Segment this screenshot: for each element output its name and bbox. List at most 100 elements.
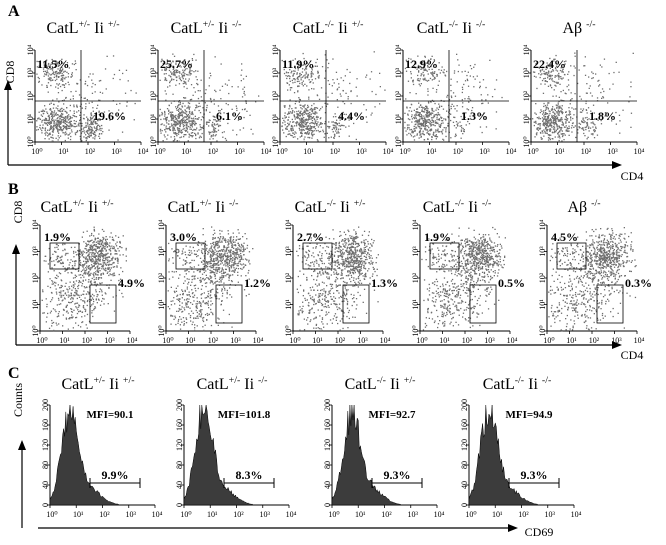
event-dot bbox=[192, 126, 193, 127]
event-dot bbox=[194, 110, 195, 111]
event-dot bbox=[568, 107, 569, 108]
event-dot bbox=[68, 76, 69, 77]
event-dot bbox=[415, 130, 416, 131]
event-dot bbox=[566, 125, 567, 126]
event-dot bbox=[379, 73, 380, 74]
event-dot bbox=[423, 111, 424, 112]
event-dot bbox=[115, 235, 116, 236]
event-dot bbox=[53, 116, 54, 117]
event-dot bbox=[419, 135, 420, 136]
event-dot bbox=[74, 263, 75, 264]
x-tick-label: 10¹ bbox=[58, 147, 69, 156]
event-dot bbox=[189, 115, 190, 116]
event-dot bbox=[290, 111, 291, 112]
event-dot bbox=[209, 133, 210, 134]
event-dot bbox=[87, 124, 88, 125]
event-dot bbox=[315, 128, 316, 129]
event-dot bbox=[288, 131, 289, 132]
event-dot bbox=[187, 131, 188, 132]
title-text: Ii bbox=[334, 20, 352, 37]
event-dot bbox=[432, 122, 433, 123]
event-dot bbox=[56, 122, 57, 123]
event-dot bbox=[289, 105, 290, 106]
event-dot bbox=[61, 296, 62, 297]
event-dot bbox=[70, 136, 71, 137]
event-dot bbox=[79, 94, 80, 95]
event-dot bbox=[451, 79, 452, 80]
x-tick-label: 10⁴ bbox=[138, 147, 149, 156]
event-dot bbox=[439, 126, 440, 127]
event-dot bbox=[51, 116, 52, 117]
event-dot bbox=[62, 84, 63, 85]
event-dot bbox=[102, 93, 103, 94]
event-dot bbox=[96, 129, 97, 130]
event-dot bbox=[87, 231, 88, 232]
y-arrow-head bbox=[12, 244, 20, 254]
event-dot bbox=[443, 118, 444, 119]
event-dot bbox=[75, 91, 76, 92]
event-dot bbox=[561, 127, 562, 128]
event-dot bbox=[580, 124, 581, 125]
y-tick-label: 10⁰ bbox=[26, 136, 35, 147]
event-dot bbox=[425, 123, 426, 124]
event-dot bbox=[297, 72, 298, 73]
event-dot bbox=[93, 295, 94, 296]
event-dot bbox=[311, 110, 312, 111]
event-dot bbox=[213, 269, 214, 270]
event-dot bbox=[223, 273, 224, 274]
event-dot bbox=[299, 83, 300, 84]
event-dot bbox=[177, 110, 178, 111]
event-dot bbox=[338, 132, 339, 133]
event-dot bbox=[246, 76, 247, 77]
event-dot bbox=[119, 254, 120, 255]
y-tick-label: 10³ bbox=[271, 67, 280, 78]
event-dot bbox=[194, 133, 195, 134]
event-dot bbox=[130, 90, 131, 91]
event-dot bbox=[570, 103, 571, 104]
event-dot bbox=[201, 80, 202, 81]
event-dot bbox=[565, 112, 566, 113]
event-dot bbox=[575, 108, 576, 109]
event-dot bbox=[555, 75, 556, 76]
event-dot bbox=[122, 271, 123, 272]
event-dot bbox=[326, 59, 327, 60]
event-dot bbox=[446, 127, 447, 128]
event-dot bbox=[216, 269, 217, 270]
event-dot bbox=[299, 115, 300, 116]
event-dot bbox=[571, 107, 572, 108]
event-dot bbox=[421, 118, 422, 119]
event-dot bbox=[46, 304, 47, 305]
event-dot bbox=[172, 129, 173, 130]
event-dot bbox=[89, 269, 90, 270]
event-dot bbox=[216, 140, 217, 141]
event-dot bbox=[290, 87, 291, 88]
event-dot bbox=[93, 241, 94, 242]
event-dot bbox=[432, 124, 433, 125]
event-dot bbox=[428, 119, 429, 120]
event-dot bbox=[63, 71, 64, 72]
event-dot bbox=[196, 128, 197, 129]
event-dot bbox=[160, 109, 161, 110]
event-dot bbox=[51, 280, 52, 281]
event-dot bbox=[324, 137, 325, 138]
event-dot bbox=[49, 328, 50, 329]
event-dot bbox=[552, 138, 553, 139]
event-dot bbox=[61, 287, 62, 288]
event-dot bbox=[84, 301, 85, 302]
event-dot bbox=[324, 133, 325, 134]
event-dot bbox=[85, 287, 86, 288]
event-dot bbox=[285, 112, 286, 113]
event-dot bbox=[212, 253, 213, 254]
event-dot bbox=[452, 104, 453, 105]
event-dot bbox=[119, 250, 120, 251]
event-dot bbox=[47, 124, 48, 125]
event-dot bbox=[302, 113, 303, 114]
event-dot bbox=[287, 123, 288, 124]
event-dot bbox=[629, 96, 630, 97]
event-dot bbox=[293, 130, 294, 131]
event-dot bbox=[228, 80, 229, 81]
event-dot bbox=[183, 83, 184, 84]
event-dot bbox=[438, 104, 439, 105]
event-dot bbox=[215, 269, 216, 270]
event-dot bbox=[540, 71, 541, 72]
